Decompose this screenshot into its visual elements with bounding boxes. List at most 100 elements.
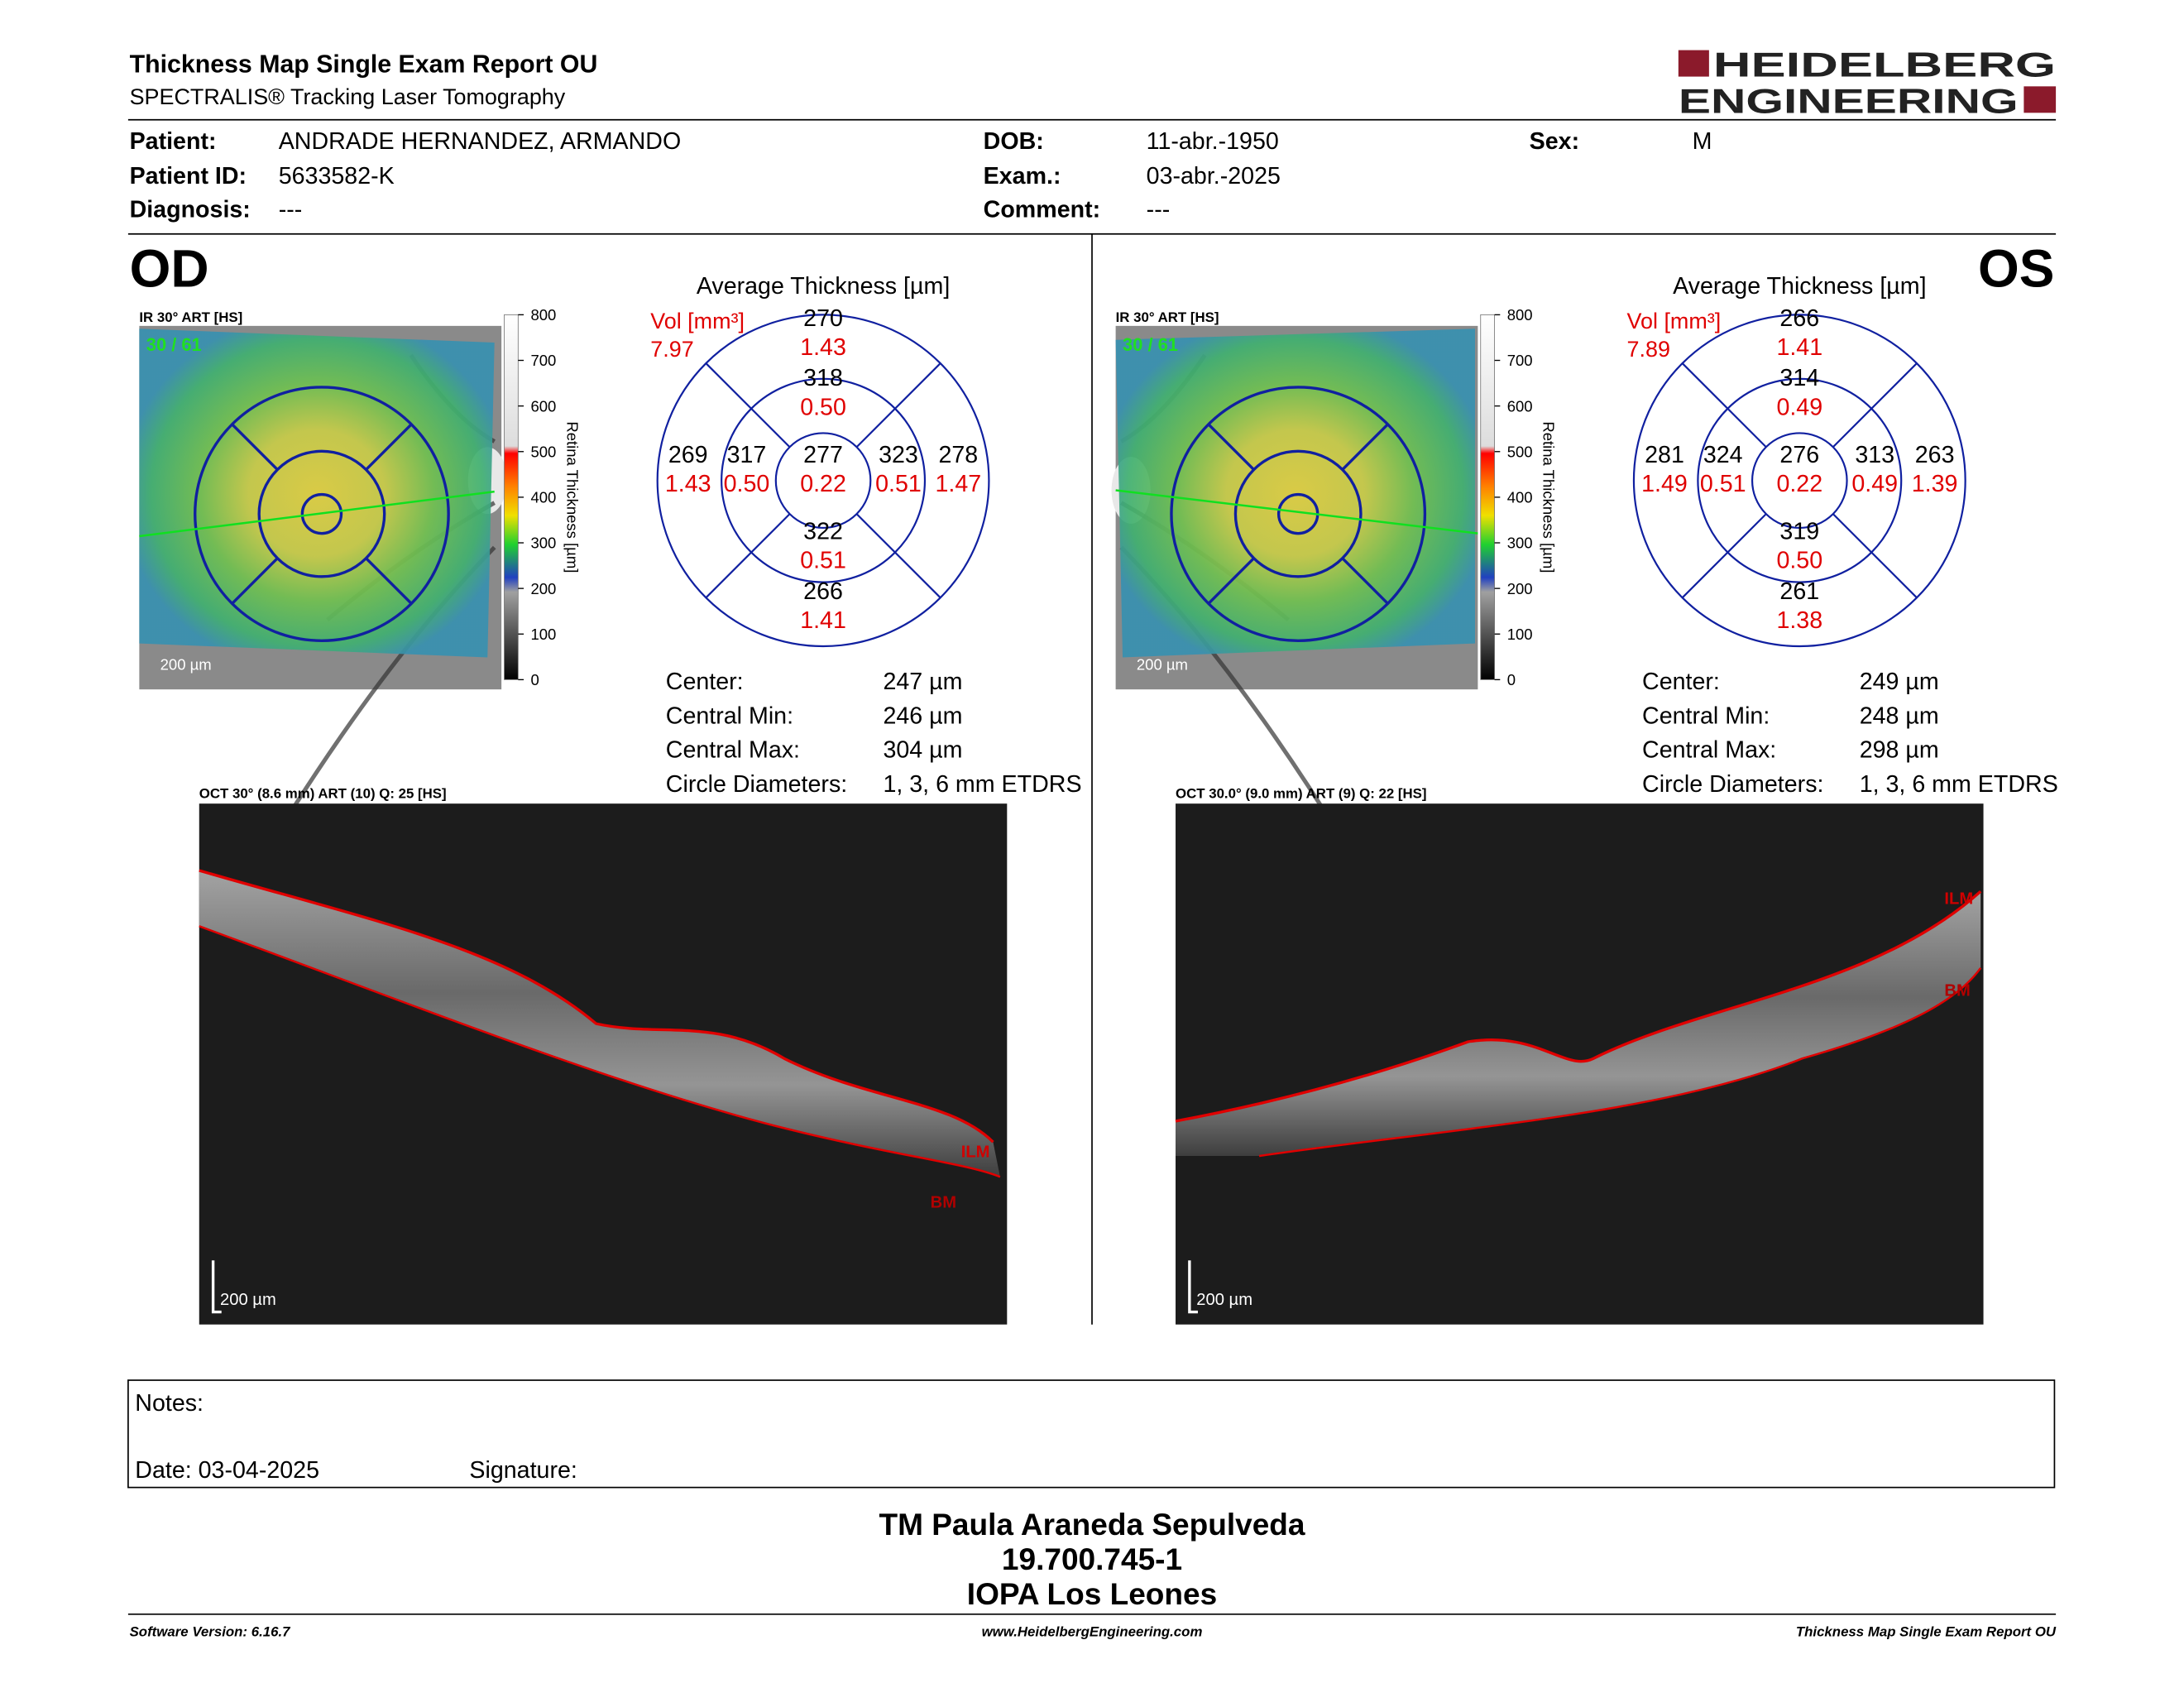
stat-value: 247 µm bbox=[883, 669, 962, 695]
sector-thickness: 266 bbox=[803, 578, 843, 605]
etdrs-line bbox=[365, 423, 413, 471]
field-value: M bbox=[1693, 128, 1712, 155]
grid-line bbox=[705, 513, 791, 599]
oct-title: OCT 30.0° (9.0 mm) ART (9) Q: 22 [HS] bbox=[1176, 785, 1427, 801]
footer-left: Software Version: 6.16.7 bbox=[130, 1624, 292, 1640]
ilm-label: ILM bbox=[961, 1144, 990, 1162]
stat-label: Central Min: bbox=[1642, 703, 1770, 729]
colorbar-tick-label: 300 bbox=[1507, 535, 1533, 552]
etdrs-line bbox=[231, 557, 279, 605]
colorbar-tick-label: 0 bbox=[530, 671, 539, 688]
colorbar-tick-label: 500 bbox=[1507, 444, 1533, 461]
notes-label: Notes: bbox=[135, 1390, 204, 1417]
footer-right: Thickness Map Single Exam Report OU bbox=[1796, 1624, 2057, 1640]
sector-thickness: 318 bbox=[803, 365, 843, 391]
etdrs-line bbox=[1341, 557, 1389, 605]
oct-image bbox=[199, 803, 1008, 1325]
sector-volume: 0.51 bbox=[800, 548, 846, 574]
colorbar-tick-label: 100 bbox=[1507, 626, 1533, 643]
field-value: 03-abr.-2025 bbox=[1147, 163, 1281, 189]
sector-thickness: 313 bbox=[1855, 442, 1894, 468]
sector-volume: 1.49 bbox=[1641, 471, 1688, 497]
grid-circle bbox=[1751, 432, 1848, 530]
colorbar-label: Retina Thickness [µm] bbox=[1540, 421, 1558, 573]
stat-label: Circle Diameters: bbox=[666, 771, 847, 798]
grid-line bbox=[855, 362, 941, 448]
etdrs-line bbox=[1341, 423, 1389, 471]
colorbar bbox=[1480, 314, 1496, 680]
sector-thickness: 277 bbox=[803, 442, 843, 468]
field-label: Exam.: bbox=[984, 163, 1061, 189]
etdrs-circle bbox=[257, 449, 386, 578]
notes-date: Date: 03-04-2025 bbox=[135, 1457, 319, 1484]
colorbar-label: Retina Thickness [µm] bbox=[563, 421, 581, 573]
eye-label: OD bbox=[130, 239, 209, 299]
field-label: Patient ID: bbox=[130, 163, 247, 189]
etdrs-line bbox=[365, 557, 413, 605]
grid-title: Average Thickness [µm] bbox=[1673, 273, 1926, 300]
field-value: --- bbox=[279, 197, 303, 223]
vol-label: Vol [mm³] bbox=[650, 309, 745, 333]
sector-thickness: 314 bbox=[1779, 365, 1819, 391]
grid-circle bbox=[1632, 314, 1966, 648]
stat-label: Circle Diameters: bbox=[1642, 771, 1823, 798]
ir-scale: 200 µm bbox=[1137, 656, 1188, 674]
colorbar-tick-label: 800 bbox=[1507, 306, 1533, 324]
report-subtitle: SPECTRALIS® Tracking Laser Tomography bbox=[130, 84, 566, 109]
stat-value: 1, 3, 6 mm ETDRS bbox=[883, 771, 1081, 798]
colorbar-tick-label: 200 bbox=[1507, 580, 1533, 597]
sector-volume: 1.38 bbox=[1776, 607, 1822, 634]
colorbar-tick-label: 600 bbox=[530, 397, 556, 415]
colorbar-tick-label: 200 bbox=[530, 580, 556, 597]
ilm-line bbox=[1175, 890, 1982, 1123]
grid-circle bbox=[1697, 377, 1903, 583]
sector-volume: 0.22 bbox=[1776, 471, 1822, 497]
grid-circle bbox=[721, 377, 927, 583]
notes-signature: Signature: bbox=[469, 1457, 577, 1484]
stat-value: 248 µm bbox=[1860, 703, 1939, 729]
stat-value: 1, 3, 6 mm ETDRS bbox=[1860, 771, 2058, 798]
eye-label: OS bbox=[1978, 239, 2054, 299]
oct-image bbox=[1175, 803, 1984, 1325]
colorbar-tick-label: 800 bbox=[530, 306, 556, 324]
report-title: Thickness Map Single Exam Report OU bbox=[130, 51, 598, 79]
sector-volume: 0.50 bbox=[1776, 548, 1822, 574]
logo-marks bbox=[1678, 50, 2057, 113]
etdrs-line bbox=[1207, 557, 1255, 605]
field-value: 5633582-K bbox=[279, 163, 395, 189]
bm-line bbox=[199, 925, 1001, 1178]
logo-text: HEIDELBERG bbox=[1713, 46, 2056, 84]
ir-scale: 200 µm bbox=[160, 656, 212, 674]
field-value: ANDRADE HERNANDEZ, ARMANDO bbox=[279, 128, 681, 155]
etdrs-circle bbox=[194, 386, 450, 642]
fundus-image bbox=[139, 325, 507, 844]
oct-scale: 200 µm bbox=[1196, 1291, 1252, 1309]
colorbar-tick-label: 400 bbox=[1507, 489, 1533, 506]
ilm-label: ILM bbox=[1944, 890, 1973, 908]
scan-line bbox=[139, 490, 495, 538]
vol-value: 7.97 bbox=[650, 337, 693, 362]
colorbar-tick-label: 700 bbox=[1507, 352, 1533, 369]
stat-label: Center: bbox=[666, 669, 744, 695]
sector-volume: 1.47 bbox=[936, 471, 982, 497]
sector-thickness: 278 bbox=[938, 442, 978, 468]
vol-value: 7.89 bbox=[1627, 337, 1670, 362]
colorbar-tick-label: 600 bbox=[1507, 397, 1533, 415]
sector-volume: 0.51 bbox=[875, 471, 922, 497]
stat-value: 246 µm bbox=[883, 703, 962, 729]
ir-count: 30 / 61 bbox=[1123, 334, 1178, 355]
grid-title: Average Thickness [µm] bbox=[697, 273, 950, 300]
stat-value: 304 µm bbox=[883, 737, 962, 764]
logo-text: ENGINEERING bbox=[1679, 81, 2019, 120]
etdrs-line bbox=[1207, 423, 1255, 471]
signer-line: TM Paula Araneda Sepulveda bbox=[879, 1507, 1305, 1542]
sector-volume: 1.41 bbox=[1776, 334, 1822, 361]
sector-thickness: 322 bbox=[803, 518, 843, 544]
footer-center: www.HeidelbergEngineering.com bbox=[982, 1624, 1203, 1640]
field-label: Diagnosis: bbox=[130, 197, 251, 223]
colorbar-tick-label: 0 bbox=[1507, 671, 1516, 688]
sector-volume: 0.22 bbox=[800, 471, 846, 497]
field-value: 11-abr.-1950 bbox=[1147, 128, 1279, 155]
